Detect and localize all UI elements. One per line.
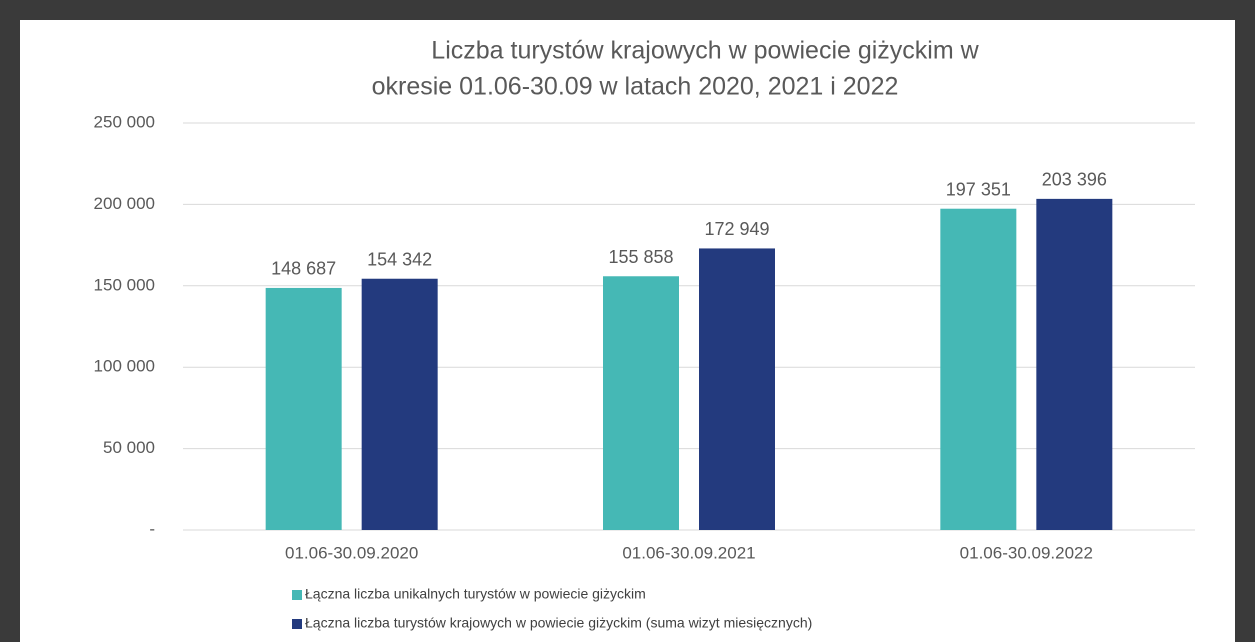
y-tick-label: 100 000: [94, 357, 155, 376]
legend-label: Łączna liczba unikalnych turystów w powi…: [305, 586, 646, 602]
chart-title: okresie 01.06-30.09 w latach 2020, 2021 …: [372, 73, 899, 101]
y-tick-label: 250 000: [94, 112, 155, 131]
data-label: 203 396: [1042, 170, 1107, 190]
data-label: 155 858: [608, 247, 673, 267]
legend-label: Łączna liczba turystów krajowych w powie…: [305, 615, 812, 631]
y-tick-label: -: [149, 519, 155, 538]
chart-title: Liczba turystów krajowych w powiecie giż…: [431, 37, 979, 65]
legend-swatch: [292, 619, 302, 629]
y-tick-label: 200 000: [94, 194, 155, 213]
y-tick-label: 150 000: [94, 275, 155, 294]
data-label: 148 687: [271, 259, 336, 279]
data-label: 197 351: [946, 179, 1011, 199]
data-label: 172 949: [704, 219, 769, 239]
bar: [361, 278, 438, 530]
bar: [940, 208, 1017, 530]
data-label: 154 342: [367, 249, 432, 269]
bar: [265, 287, 342, 530]
x-tick-label: 01.06-30.09.2022: [960, 543, 1093, 562]
bar: [699, 248, 775, 530]
x-tick-label: 01.06-30.09.2020: [285, 543, 418, 562]
x-tick-label: 01.06-30.09.2021: [622, 543, 755, 562]
legend-swatch: [292, 590, 302, 600]
bar: [603, 276, 679, 530]
y-tick-label: 50 000: [103, 438, 155, 457]
bar: [1036, 198, 1113, 530]
